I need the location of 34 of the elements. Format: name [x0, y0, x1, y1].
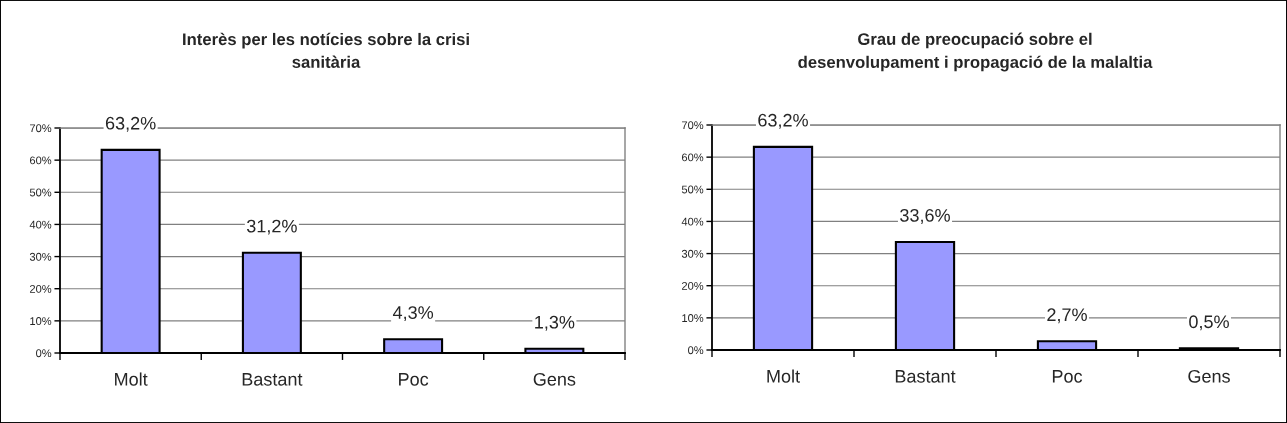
- y-tick-label: 0%: [36, 349, 52, 358]
- x-tick-label: Molt: [115, 372, 148, 386]
- x-tick-label: Bastant: [242, 373, 303, 386]
- y-tick-label: 10%: [30, 317, 52, 325]
- x-tick-label: Gens: [533, 372, 576, 386]
- data-label: 4,3%: [392, 306, 434, 322]
- y-tick-label: 30%: [681, 249, 704, 258]
- y-tick-label: 0%: [688, 346, 704, 355]
- data-label: 1,3%: [535, 315, 575, 331]
- data-label: 63,2%: [758, 113, 808, 129]
- y-tick-label: 40%: [29, 220, 52, 229]
- x-tick-label: Gens: [1188, 369, 1230, 383]
- data-label: 63,2%: [105, 116, 156, 132]
- chart-title: Grau de preocupació sobre el desenvolupament i propagació de la malaltia: [798, 32, 1153, 72]
- x-tick-label: Bastant: [895, 370, 956, 383]
- chart-title: Interès per les notícies sobre la crisi sanitària: [183, 32, 469, 68]
- y-tick-label: 50%: [681, 185, 704, 194]
- data-label: 0,5%: [1189, 315, 1229, 331]
- y-tick-label: 60%: [29, 156, 52, 165]
- y-tick-label: 70%: [682, 121, 704, 130]
- y-tick-label: 20%: [29, 284, 52, 293]
- data-label: 31,2%: [246, 219, 297, 235]
- y-tick-label: 70%: [30, 124, 52, 133]
- data-label: 33,6%: [900, 208, 950, 224]
- y-tick-label: 20%: [681, 281, 704, 290]
- y-tick-label: 30%: [29, 252, 52, 261]
- y-tick-label: 40%: [681, 217, 704, 226]
- y-tick-label: 10%: [682, 314, 704, 322]
- y-tick-label: 50%: [29, 188, 52, 197]
- x-tick-label: Molt: [767, 369, 800, 383]
- x-tick-label: Poc: [399, 373, 429, 386]
- y-tick-label: 60%: [681, 153, 704, 162]
- x-tick-label: Poc: [1052, 370, 1083, 383]
- data-label: 2,7%: [1047, 308, 1087, 324]
